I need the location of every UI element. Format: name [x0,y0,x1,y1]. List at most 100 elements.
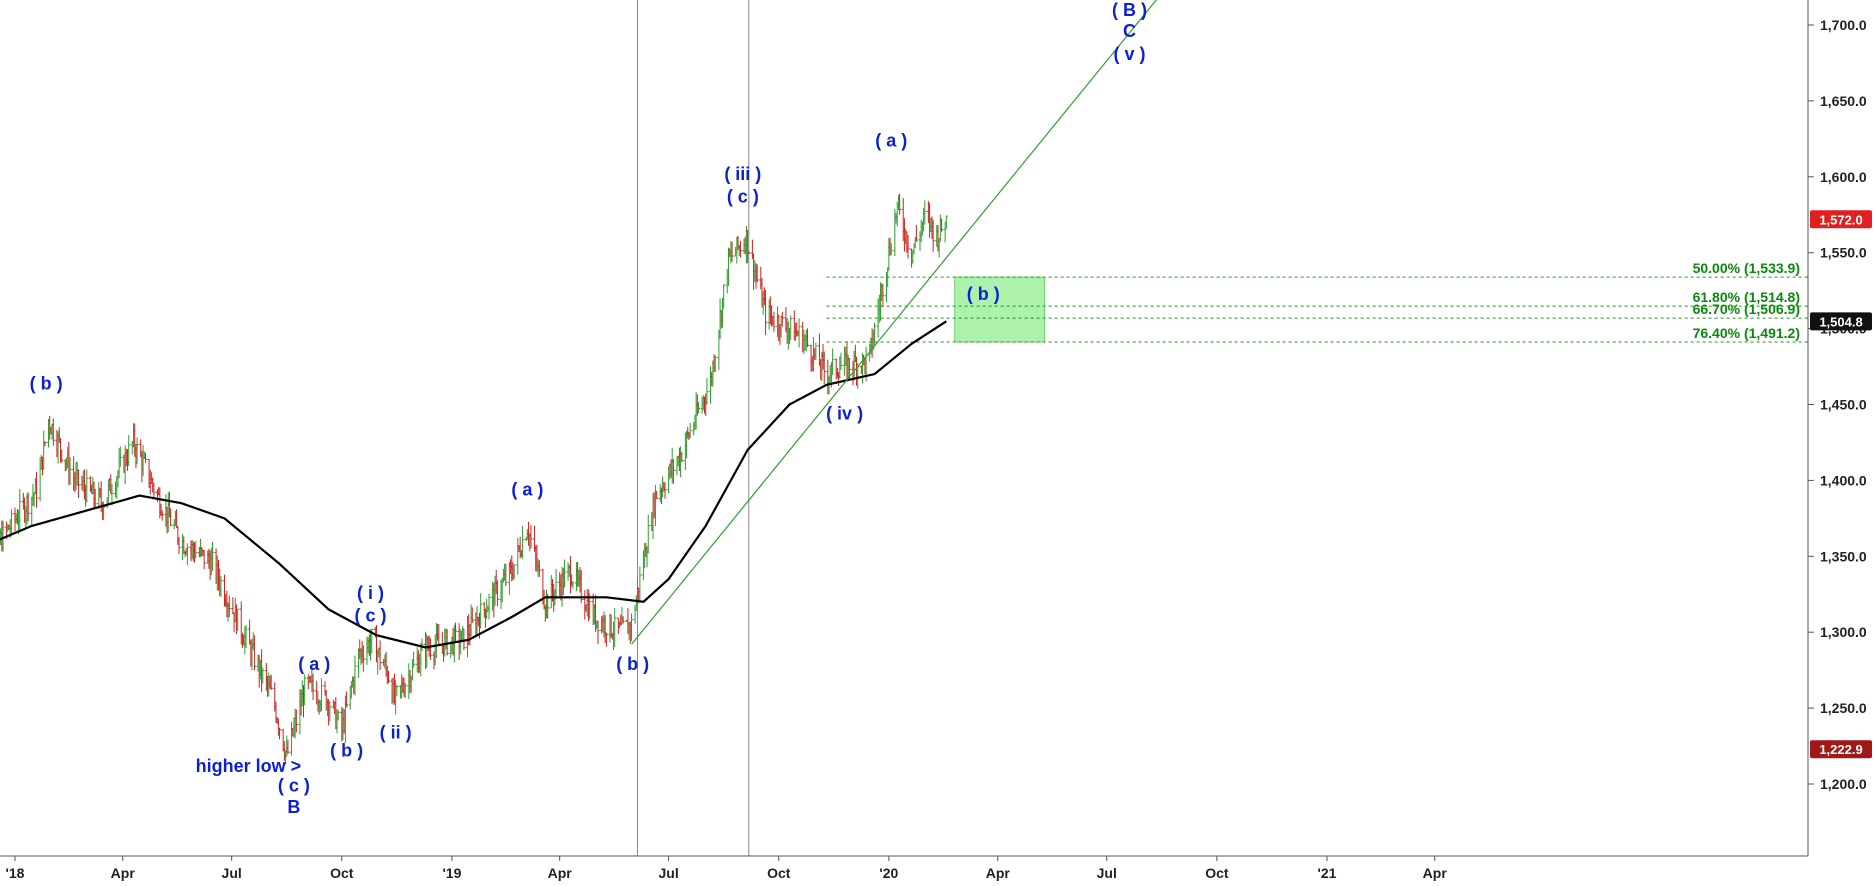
price-bar [353,655,357,696]
price-bar [169,508,173,527]
price-bar [118,446,122,467]
price-bar [35,472,39,508]
price-tag-label: 1,222.9 [1819,742,1862,757]
wave-label: ( a ) [875,130,907,150]
fib-level-label: 50.00% (1,533.9) [1693,260,1800,276]
wave-label: ( b ) [330,741,363,761]
price-bar [755,264,759,283]
moving-average-layer [0,320,947,649]
price-bar [319,678,323,712]
x-tick-label: Oct [330,865,354,881]
price-bar [529,525,533,549]
price-bar [403,683,407,699]
price-bar [252,635,256,671]
y-tick-label: 1,600.0 [1820,169,1867,185]
price-tag-box [1810,740,1872,759]
target-zone-label: ( b ) [967,284,1000,304]
wave-label: ( i ) [357,583,384,603]
price-bar [789,315,793,340]
wave-label: ( c ) [727,187,759,207]
y-tick-label: 1,350.0 [1820,548,1867,564]
price-bar [231,596,235,615]
x-tick-label: '21 [1318,865,1337,881]
price-bar [621,616,625,624]
fib-level-label: 76.40% (1,491.2) [1693,325,1800,341]
price-bar [914,225,918,243]
wave-label: ( v ) [1113,44,1145,64]
price-bar [629,613,633,641]
price-bar [613,607,617,648]
wave-label: ( a ) [298,654,330,674]
x-tick-label: Jul [222,865,242,881]
price-bar [244,625,248,648]
y-tick-label: 1,250.0 [1820,700,1867,716]
wave-label: ( iii ) [724,164,761,184]
price-tag: 1,222.9 [1810,740,1872,759]
price-bar [386,670,390,684]
price-bar [516,537,520,575]
price-bar [730,241,734,262]
price-bar [127,435,131,467]
price-bar [345,691,349,708]
price-bar [780,311,784,327]
price-bar [286,739,290,755]
price-bar [227,595,231,618]
price-bar [940,218,944,232]
price-bar [9,509,13,535]
price-tag-box [1810,210,1872,229]
price-tag: 1,504.8 [1810,312,1872,331]
price-tag-label: 1,572.0 [1819,212,1862,227]
price-bar [521,526,525,560]
price-bar [479,593,483,629]
price-bar [898,193,902,215]
price-bar [512,564,516,580]
price-tag-label: 1,504.8 [1819,314,1862,329]
price-bar [462,628,466,651]
price-bar [487,593,491,620]
price-bar [944,215,948,230]
price-bar [596,620,600,644]
wave-labels-layer: ( b )( a )( b )higher low >( c )B( i )( … [30,0,1147,817]
wave-label: ( c ) [278,776,310,796]
price-bar [18,488,22,533]
x-tick-label: '18 [6,865,25,881]
price-bar [646,514,650,554]
x-tick-label: Oct [767,865,791,881]
price-bar [336,710,340,721]
price-bar [931,219,935,252]
price-bar [772,311,776,332]
x-tick-label: '19 [442,865,461,881]
x-tick-label: Apr [1423,865,1448,881]
price-bar [504,563,508,587]
y-tick-label: 1,300.0 [1820,624,1867,640]
price-bar [688,422,692,439]
price-bar [328,701,332,722]
price-bar [378,640,382,671]
wave-label: ( B ) [1112,0,1147,20]
price-bar [102,501,106,521]
price-bar [135,437,139,465]
price-bar [713,355,717,372]
vertical-lines-layer [636,0,750,856]
price-bar [831,348,835,375]
y-tick-label: 1,550.0 [1820,245,1867,261]
price-bar [202,550,206,570]
price-bar [697,401,701,414]
price-bar [495,580,499,607]
y-tick-label: 1,650.0 [1820,93,1867,109]
price-bar [889,243,893,255]
price-tag-box [1810,312,1872,331]
x-tick-label: Jul [658,865,678,881]
price-bar [747,251,751,254]
price-bar [76,469,80,499]
price-bar [470,607,474,624]
wave-label: ( b ) [616,654,649,674]
price-bar [805,328,809,347]
x-tick-label: Oct [1205,865,1229,881]
price-bar [294,709,298,733]
wave-label: B [287,797,300,817]
price-bar [797,318,801,348]
target-zone-layer: ( b ) [954,276,1045,343]
